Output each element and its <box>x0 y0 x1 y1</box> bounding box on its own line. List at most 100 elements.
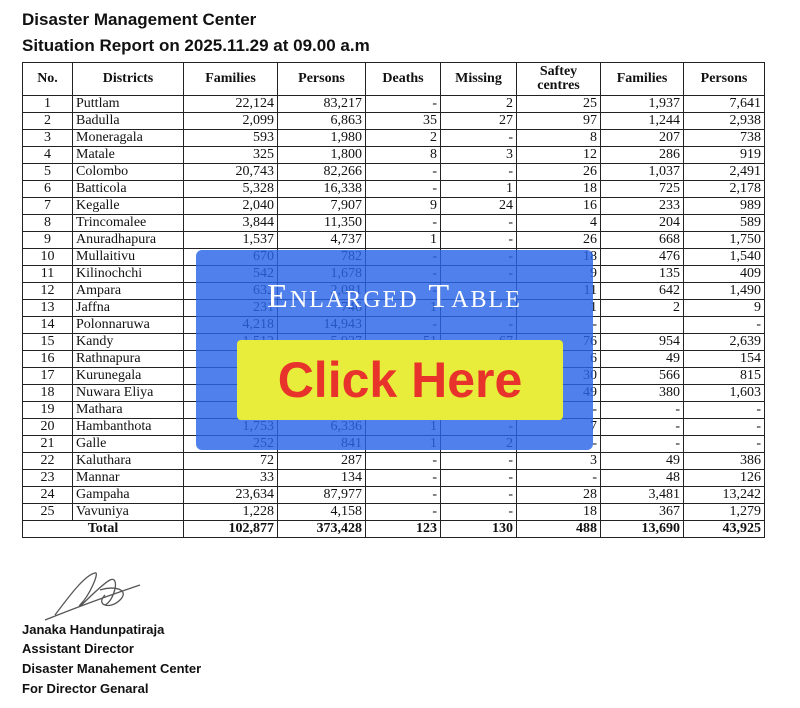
table-cell: 593 <box>183 129 278 147</box>
total-cell: 13,690 <box>600 520 684 538</box>
table-cell: 25 <box>22 503 73 521</box>
click-button[interactable]: Click Here <box>237 340 563 420</box>
table-cell: 19 <box>22 401 73 419</box>
table-cell: - <box>516 469 601 487</box>
table-cell: 2 <box>600 299 684 317</box>
table-cell: 1,279 <box>683 503 765 521</box>
district-cell: Matale <box>72 146 184 164</box>
district-cell: Kurunegala <box>72 367 184 385</box>
table-cell: 49 <box>600 452 684 470</box>
table-cell: 18 <box>516 503 601 521</box>
table-cell: 87,977 <box>277 486 366 504</box>
table-cell: - <box>600 401 684 419</box>
table-cell: 14 <box>22 316 73 334</box>
table-cell: 26 <box>516 231 601 249</box>
table-cell: - <box>365 163 441 181</box>
table-cell: 10 <box>22 248 73 266</box>
table-cell: 17 <box>22 367 73 385</box>
table-cell: 3 <box>22 129 73 147</box>
header-row: No. Districts Families Persons Deaths Missing… <box>22 62 765 96</box>
table-cell: 26 <box>516 163 601 181</box>
table-cell: 24 <box>440 197 517 215</box>
district-cell: Batticola <box>72 180 184 198</box>
table-cell: 13 <box>22 299 73 317</box>
district-cell: Gampaha <box>72 486 184 504</box>
total-label: Total <box>22 520 184 538</box>
table-cell: 3 <box>516 452 601 470</box>
table-cell: - <box>440 469 517 487</box>
table-cell: - <box>440 486 517 504</box>
table-cell: 386 <box>683 452 765 470</box>
table-row: 2 Badulla 2,099 6,863 35 27 97 1,244 2,938 <box>22 112 765 130</box>
district-cell: Rathnapura <box>72 350 184 368</box>
table-cell: - <box>440 129 517 147</box>
table-cell: 1 <box>22 95 73 113</box>
table-cell: - <box>683 316 765 334</box>
table-row: 24 Gampaha 23,634 87,977- -28 3,481 13,242 <box>22 486 765 504</box>
table-cell: 4,737 <box>277 231 366 249</box>
table-cell: 11 <box>22 265 73 283</box>
table-cell: 1,540 <box>683 248 765 266</box>
district-cell: Nuwara Eliya <box>72 384 184 402</box>
table-cell: 8 <box>22 214 73 232</box>
total-cell: 102,877 <box>183 520 278 538</box>
table-cell: 1,228 <box>183 503 278 521</box>
enlarge-overlay[interactable]: Enlarged Table Click Here <box>196 250 593 450</box>
table-cell: 5 <box>22 163 73 181</box>
table-cell: - <box>365 214 441 232</box>
district-cell: Kandy <box>72 333 184 351</box>
table-cell: 2,099 <box>183 112 278 130</box>
table-cell: 12 <box>516 146 601 164</box>
table-cell: 5,328 <box>183 180 278 198</box>
table-cell: 8 <box>365 146 441 164</box>
table-cell: 207 <box>600 129 684 147</box>
district-cell: Mannar <box>72 469 184 487</box>
report-title: Situation Report on 2025.11.29 at 09.00 … <box>22 36 370 55</box>
table-cell: 25 <box>516 95 601 113</box>
table-row: 3 Moneragala 593 1,980 2-8 207 738 <box>22 129 765 147</box>
table-cell: 20 <box>22 418 73 436</box>
table-cell: 380 <box>600 384 684 402</box>
table-cell: 8 <box>516 129 601 147</box>
table-cell: 367 <box>600 503 684 521</box>
table-cell: 23,634 <box>183 486 278 504</box>
table-cell: 4 <box>516 214 601 232</box>
table-cell: 18 <box>516 180 601 198</box>
table-cell <box>600 316 684 334</box>
table-cell: 1,980 <box>277 129 366 147</box>
table-cell: 23 <box>22 469 73 487</box>
table-cell: 49 <box>600 350 684 368</box>
table-cell: - <box>365 95 441 113</box>
table-cell: 287 <box>277 452 366 470</box>
table-cell: - <box>365 180 441 198</box>
table-cell: 7,907 <box>277 197 366 215</box>
table-cell: 1 <box>440 180 517 198</box>
table-row: 4 Matale 325 1,800 8 3 12 286 919 <box>22 146 765 164</box>
district-cell: Vavuniya <box>72 503 184 521</box>
table-cell: 2 <box>440 95 517 113</box>
table-row: 8 Trincomalee 3,844 11,350- -4 204 589 <box>22 214 765 232</box>
district-cell: Kegalle <box>72 197 184 215</box>
table-row: 5 Colombo 20,743 82,266- -26 1,037 2,491 <box>22 163 765 181</box>
district-cell: Anuradhapura <box>72 231 184 249</box>
table-cell: 3 <box>440 146 517 164</box>
table-cell: 954 <box>600 333 684 351</box>
table-cell: 325 <box>183 146 278 164</box>
table-cell: 2 <box>22 112 73 130</box>
table-cell: 409 <box>683 265 765 283</box>
column-header: Districts <box>72 62 184 96</box>
table-cell: 6 <box>22 180 73 198</box>
table-cell: 2,178 <box>683 180 765 198</box>
table-cell: 286 <box>600 146 684 164</box>
table-cell: 566 <box>600 367 684 385</box>
signatory-title: Assistant Director <box>22 641 134 656</box>
table-cell: 134 <box>277 469 366 487</box>
signatory-name: Janaka Handunpatiraja <box>22 622 165 637</box>
table-cell: 9 <box>683 299 765 317</box>
table-row: 22 Kaluthara 72 287- -3 49 386 <box>22 452 765 470</box>
table-cell: 135 <box>600 265 684 283</box>
column-header: Families <box>183 62 278 96</box>
table-cell: - <box>365 486 441 504</box>
column-header: Missing <box>440 62 517 96</box>
table-cell: 15 <box>22 333 73 351</box>
